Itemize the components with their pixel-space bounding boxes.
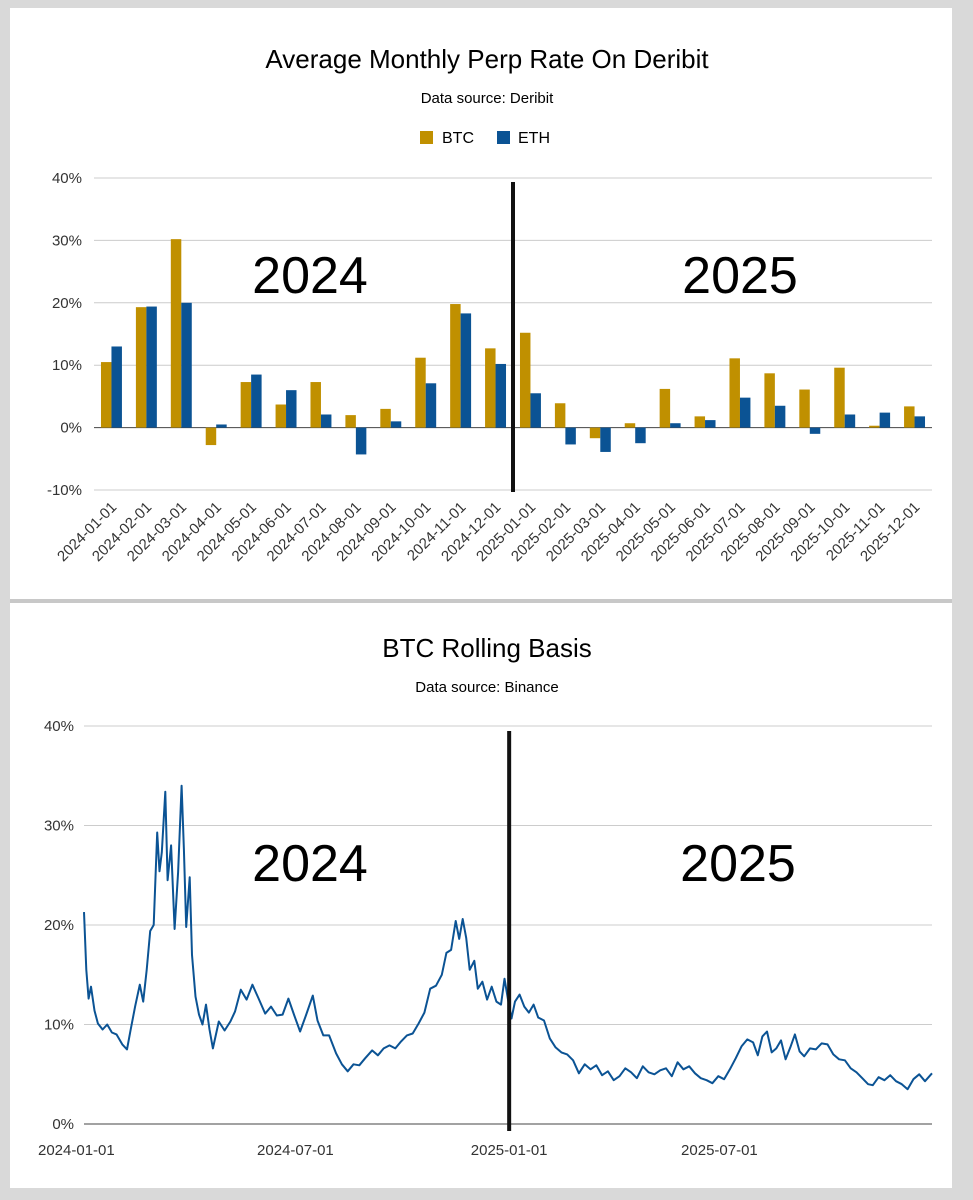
- x-axis-ticks: 2024-01-012024-02-012024-03-012024-04-01…: [54, 499, 923, 565]
- y-tick-label: 0%: [52, 1116, 74, 1133]
- bar-btc-2024-08-01: [345, 415, 356, 428]
- bar-eth-2025-03-01: [600, 427, 611, 452]
- bar-eth-2024-03-01: [181, 302, 192, 428]
- bar-eth-2024-04-01: [216, 424, 227, 428]
- y-tick-label: 40%: [52, 170, 82, 187]
- bar-btc-2025-12-01: [904, 406, 915, 428]
- chart-subtitle: Data source: Binance: [415, 679, 558, 696]
- bar-btc-2025-06-01: [694, 416, 706, 428]
- bar-eth-2024-10-01: [425, 383, 437, 428]
- x-tick-label: 2025-01-01: [471, 1142, 548, 1159]
- bar-eth-2025-06-01: [705, 420, 716, 428]
- bar-eth-2024-11-01: [460, 313, 472, 428]
- y-axis-ticks: 0% 10% 20% 30% 40%: [44, 718, 74, 1133]
- x-tick-label: 2024-01-01: [38, 1142, 115, 1159]
- legend-label-eth: ETH: [518, 130, 550, 147]
- bar-eth-2024-02-01: [146, 306, 157, 428]
- bar-eth-2024-08-01: [355, 427, 367, 455]
- bar-eth-2025-12-01: [914, 416, 926, 428]
- perp-rate-chart-panel: Average Monthly Perp Rate On Deribit Dat…: [10, 8, 952, 599]
- bar-eth-2024-12-01: [495, 363, 507, 428]
- bar-btc-2025-04-01: [624, 423, 636, 428]
- bar-eth-2025-10-01: [844, 414, 856, 428]
- y-axis-ticks: -10% 0% 10% 20% 30% 40%: [47, 170, 82, 499]
- bar-btc-2024-09-01: [380, 408, 391, 428]
- y-tick-label: 20%: [52, 295, 82, 312]
- series-line-btc-basis: [83, 784, 933, 1091]
- chart-subtitle: Data source: Deribit: [421, 90, 554, 107]
- bar-btc-2025-03-01: [589, 427, 601, 439]
- bar-btc-2024-04-01: [205, 427, 217, 446]
- bar-eth-2024-07-01: [320, 414, 332, 428]
- y-tick-label: 10%: [52, 357, 82, 374]
- annotation-2024: 2024: [252, 835, 368, 893]
- y-tick-label: -10%: [47, 482, 82, 499]
- legend-swatch-btc: [420, 131, 433, 144]
- bar-btc-2024-06-01: [275, 404, 287, 428]
- bar-btc-2024-05-01: [240, 382, 252, 428]
- annotation-2025: 2025: [682, 247, 798, 305]
- bar-eth-2025-04-01: [635, 427, 646, 444]
- chart-title: BTC Rolling Basis: [382, 633, 592, 663]
- bar-btc-2025-09-01: [799, 389, 810, 428]
- bar-btc-2025-08-01: [764, 373, 775, 428]
- rolling-basis-chart-panel: BTC Rolling Basis Data source: Binance 0…: [10, 603, 952, 1188]
- chart-title: Average Monthly Perp Rate On Deribit: [265, 44, 709, 74]
- bar-btc-2024-07-01: [310, 382, 321, 428]
- bars: [100, 239, 926, 455]
- y-tick-label: 30%: [44, 818, 74, 835]
- bar-eth-2024-09-01: [390, 421, 402, 428]
- bar-btc-2024-03-01: [170, 239, 182, 428]
- bar-eth-2025-08-01: [774, 405, 786, 428]
- bar-btc-2025-11-01: [869, 425, 880, 428]
- annotation-2025: 2025: [680, 835, 796, 893]
- bar-btc-2025-10-01: [834, 367, 845, 428]
- bar-btc-2024-02-01: [135, 307, 147, 428]
- bar-eth-2025-11-01: [879, 412, 891, 428]
- x-tick-label: 2025-07-01: [681, 1142, 758, 1159]
- bar-eth-2024-06-01: [286, 390, 297, 428]
- x-axis-ticks: 2024-01-01 2024-07-01 2025-01-01 2025-07-01: [38, 1142, 758, 1159]
- bar-btc-2025-07-01: [729, 358, 740, 428]
- bar-eth-2024-01-01: [111, 346, 122, 428]
- bar-eth-2025-02-01: [565, 427, 576, 445]
- perp-rate-chart: Average Monthly Perp Rate On Deribit Dat…: [47, 44, 932, 565]
- bar-eth-2025-09-01: [809, 427, 821, 434]
- bar-btc-2025-02-01: [554, 403, 566, 428]
- bar-eth-2024-05-01: [251, 374, 262, 428]
- legend-label-btc: BTC: [442, 130, 474, 147]
- bar-eth-2025-07-01: [739, 397, 751, 428]
- legend-swatch-eth: [497, 131, 510, 144]
- y-tick-label: 30%: [52, 232, 82, 249]
- bar-btc-2024-01-01: [100, 362, 112, 428]
- bar-btc-2024-12-01: [485, 348, 496, 428]
- annotation-2024: 2024: [252, 247, 368, 305]
- y-tick-label: 20%: [44, 917, 74, 934]
- bar-btc-2025-05-01: [659, 388, 671, 428]
- y-tick-label: 0%: [60, 420, 82, 437]
- bar-btc-2025-01-01: [519, 332, 531, 428]
- rolling-basis-chart: BTC Rolling Basis Data source: Binance 0…: [38, 633, 933, 1159]
- bar-eth-2025-01-01: [530, 393, 541, 428]
- bar-eth-2025-05-01: [670, 423, 681, 428]
- bar-btc-2024-10-01: [415, 357, 426, 428]
- y-tick-label: 40%: [44, 718, 74, 735]
- bar-btc-2024-11-01: [450, 304, 461, 428]
- x-tick-label: 2024-07-01: [257, 1142, 334, 1159]
- panel-separator: [10, 599, 952, 603]
- y-tick-label: 10%: [44, 1017, 74, 1034]
- legend: BTC ETH: [420, 130, 550, 147]
